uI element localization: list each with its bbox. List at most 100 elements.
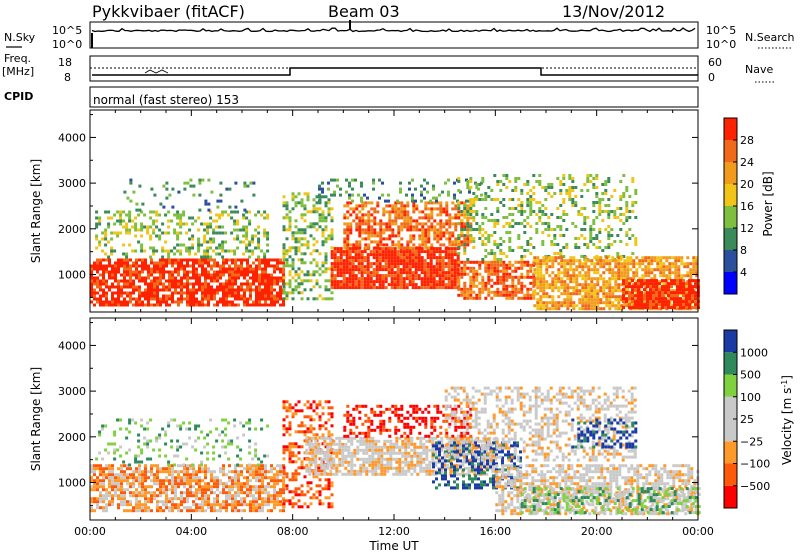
heatmap-cell bbox=[372, 262, 376, 266]
heatmap-cell bbox=[563, 289, 567, 293]
heatmap-cell bbox=[520, 204, 524, 207]
heatmap-cell bbox=[93, 470, 96, 474]
heatmap-cell bbox=[204, 273, 207, 277]
heatmap-cell bbox=[221, 249, 225, 253]
heatmap-cell bbox=[605, 259, 609, 263]
heatmap-cell bbox=[243, 270, 246, 274]
heatmap-cell bbox=[427, 213, 431, 217]
heatmap-cell bbox=[105, 467, 108, 471]
heatmap-cell bbox=[641, 277, 645, 281]
heatmap-cell bbox=[539, 298, 543, 302]
heatmap-cell bbox=[306, 195, 310, 199]
heatmap-cell bbox=[122, 252, 126, 256]
heatmap-cell bbox=[111, 276, 114, 280]
heatmap-cell bbox=[258, 267, 261, 271]
heatmap-cell bbox=[571, 180, 575, 183]
heatmap-cell bbox=[426, 271, 430, 275]
heatmap-cell bbox=[463, 216, 467, 219]
heatmap-cell bbox=[557, 262, 561, 266]
heatmap-cell bbox=[186, 294, 189, 298]
heatmap-cell bbox=[240, 267, 243, 271]
heatmap-cell bbox=[282, 204, 286, 208]
heatmap-cell bbox=[210, 470, 213, 474]
heatmap-cell bbox=[327, 279, 331, 283]
heatmap-cell bbox=[138, 509, 141, 513]
heatmap-cell bbox=[99, 485, 102, 489]
heatmap-cell bbox=[469, 222, 473, 226]
heatmap-cell bbox=[559, 234, 563, 237]
heatmap-cell bbox=[523, 183, 527, 186]
heatmap-cell bbox=[578, 307, 582, 311]
heatmap-cell bbox=[201, 282, 204, 286]
heatmap-cell bbox=[203, 255, 207, 259]
heatmap-cell bbox=[153, 288, 156, 292]
heatmap-cell bbox=[505, 174, 509, 177]
heatmap-cell bbox=[664, 279, 667, 283]
heatmap-cell bbox=[438, 256, 442, 260]
heatmap-cell bbox=[111, 282, 114, 286]
heatmap-cell bbox=[168, 500, 171, 504]
heatmap-cell bbox=[375, 274, 379, 278]
heatmap-cell bbox=[156, 276, 159, 280]
heatmap-cell bbox=[189, 479, 192, 483]
heatmap-cell bbox=[156, 297, 159, 301]
heatmap-cell bbox=[129, 276, 132, 280]
heatmap-cell bbox=[346, 222, 350, 226]
heatmap-cell bbox=[550, 213, 554, 216]
heatmap-cell bbox=[192, 491, 195, 495]
heatmap-cell bbox=[538, 210, 542, 213]
heatmap-cell bbox=[361, 216, 365, 220]
heatmap-cell bbox=[628, 294, 631, 298]
heatmap-cell bbox=[677, 274, 681, 278]
heatmap-cell bbox=[605, 256, 609, 260]
heatmap-cell bbox=[186, 476, 189, 480]
heatmap-cell bbox=[135, 270, 138, 274]
heatmap-cell bbox=[146, 225, 150, 229]
heatmap-cell bbox=[363, 286, 367, 290]
heatmap-cell bbox=[216, 479, 219, 483]
heatmap-cell bbox=[117, 288, 120, 292]
heatmap-cell bbox=[207, 288, 210, 292]
heatmap-cell bbox=[433, 231, 437, 235]
heatmap-cell bbox=[658, 303, 661, 307]
heatmap-cell bbox=[156, 300, 159, 304]
heatmap-cell bbox=[252, 467, 255, 471]
heatmap-cell bbox=[502, 278, 506, 282]
heatmap-cell bbox=[168, 270, 171, 274]
heatmap-cell bbox=[418, 243, 422, 247]
heatmap-cell bbox=[194, 252, 198, 256]
heatmap-cell bbox=[156, 264, 159, 268]
heatmap-cell bbox=[616, 216, 620, 219]
heatmap-cell bbox=[126, 273, 129, 277]
heatmap-cell bbox=[381, 181, 384, 185]
heatmap-cell bbox=[246, 303, 249, 307]
heatmap-cell bbox=[694, 300, 697, 304]
heatmap-cell bbox=[581, 265, 585, 269]
heatmap-cell bbox=[637, 303, 640, 307]
heatmap-cell bbox=[135, 476, 138, 480]
heatmap-cell bbox=[108, 485, 111, 489]
heatmap-cell bbox=[357, 253, 361, 257]
heatmap-cell bbox=[346, 231, 350, 235]
heatmap-cell bbox=[165, 503, 168, 507]
heatmap-cell bbox=[345, 259, 349, 263]
heatmap-cell bbox=[568, 186, 572, 189]
heatmap-cell bbox=[595, 237, 599, 240]
heatmap-cell bbox=[183, 291, 186, 295]
heatmap-cell bbox=[587, 268, 591, 272]
heatmap-cell bbox=[620, 256, 624, 260]
heatmap-cell bbox=[189, 509, 192, 513]
heatmap-cell bbox=[99, 264, 102, 268]
heatmap-cell bbox=[526, 198, 530, 201]
heatmap-cell bbox=[231, 503, 234, 507]
heatmap-cell bbox=[460, 213, 464, 217]
heatmap-cell bbox=[318, 199, 321, 203]
heatmap-cell bbox=[607, 231, 611, 234]
heatmap-cell bbox=[291, 261, 295, 265]
heatmap-cell bbox=[155, 234, 159, 238]
heatmap-cell bbox=[234, 261, 237, 265]
heatmap-cell bbox=[551, 295, 555, 299]
heatmap-cell bbox=[165, 300, 168, 304]
heatmap-cell bbox=[511, 225, 515, 228]
heatmap-cell bbox=[457, 272, 461, 276]
